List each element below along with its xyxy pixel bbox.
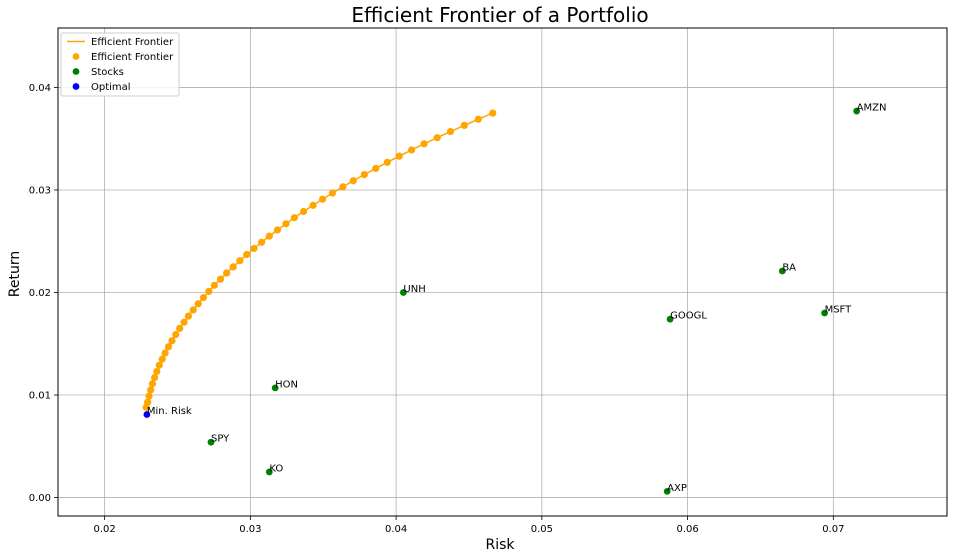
optimal-point <box>143 411 151 418</box>
stock-label: SPY <box>211 434 230 445</box>
stock-label: BA <box>782 262 796 273</box>
x-axis-title: Risk <box>485 537 515 553</box>
frontier-point <box>205 287 213 296</box>
stock-label: KO <box>269 463 283 474</box>
frontier-point <box>474 115 482 123</box>
frontier-point <box>189 306 197 314</box>
stock-point <box>265 468 273 476</box>
stock-label: GOOGL <box>670 311 707 322</box>
frontier-point <box>407 146 416 154</box>
frontier-point <box>328 189 337 197</box>
frontier-point <box>236 257 244 265</box>
frontier-point <box>151 373 159 382</box>
stock-point <box>271 384 279 392</box>
frontier-point <box>318 195 327 203</box>
frontier-point <box>176 324 184 332</box>
frontier-point <box>194 300 202 308</box>
grid <box>58 28 947 516</box>
frontier-line <box>145 112 494 408</box>
frontier-point <box>339 183 347 191</box>
frontier-point <box>250 244 258 253</box>
frontier-point <box>153 367 161 376</box>
y-tick-label: 0.03 <box>29 185 51 196</box>
y-axis-title: Return <box>7 251 23 297</box>
stock-point <box>399 289 407 296</box>
frontier-point <box>420 140 428 148</box>
legend-box <box>60 32 180 97</box>
frontier-point <box>172 330 180 339</box>
stock-point <box>663 487 671 495</box>
y-tick-label: 0.01 <box>29 391 51 402</box>
frontier-point <box>460 121 468 129</box>
frontier-point <box>395 152 403 160</box>
stock-point <box>853 107 861 115</box>
stock-point <box>207 438 215 446</box>
annotations: AMZN BA UNH MSFT GOOGL HON SPY KO AXP Min. Risk <box>147 103 887 494</box>
legend-label: Efficient Frontier <box>91 37 174 48</box>
axis-ticks: 0.02 0.03 0.04 0.05 0.06 0.07 0.00 0.01 0.02 0.03… <box>29 83 845 535</box>
frontier-point <box>282 220 290 228</box>
stock-point <box>778 267 786 275</box>
x-tick-label: 0.03 <box>239 524 261 535</box>
legend-label: Stocks <box>91 67 124 78</box>
frontier-point <box>210 281 218 289</box>
legend-marker-swatch <box>72 53 80 60</box>
frontier-point <box>145 392 153 400</box>
stock-label: HON <box>275 379 298 390</box>
plot-area-frame <box>57 27 948 517</box>
x-tick-label: 0.07 <box>822 524 844 535</box>
frontier-point <box>199 294 208 302</box>
x-tick-label: 0.02 <box>94 524 116 535</box>
frontier-point <box>155 361 163 369</box>
frontier-point <box>180 318 188 326</box>
frontier-point <box>164 343 173 351</box>
y-tick-label: 0.04 <box>29 83 51 94</box>
frontier-point <box>223 269 231 277</box>
frontier-point <box>299 207 308 216</box>
frontier-point <box>383 158 391 166</box>
stock-point <box>821 309 828 317</box>
stock-label: UNH <box>403 284 425 295</box>
frontier-point <box>265 232 273 240</box>
stock-label: AXP <box>667 483 687 494</box>
optimal-label: Min. Risk <box>147 406 192 417</box>
stock-label: AMZN <box>857 103 887 114</box>
frontier-point <box>243 250 251 259</box>
x-tick-label: 0.05 <box>531 524 553 535</box>
x-tick-label: 0.04 <box>385 524 407 535</box>
frontier-point <box>216 275 225 283</box>
legend: Efficient Frontier Efficient Frontier Stoc… <box>60 32 180 97</box>
x-tick-label: 0.06 <box>676 524 698 535</box>
frontier-point <box>184 312 193 320</box>
frontier-point <box>309 201 317 209</box>
frontier-point <box>446 127 455 136</box>
frontier-point <box>372 164 380 173</box>
stock-point <box>666 315 674 323</box>
frontier-point <box>257 238 266 246</box>
frontier-point <box>158 355 166 363</box>
frontier-point <box>489 109 497 117</box>
frontier-point <box>273 226 282 234</box>
frontier-point <box>144 398 152 406</box>
legend-label: Optimal <box>91 82 131 93</box>
frontier-point <box>360 171 368 179</box>
y-tick-label: 0.00 <box>29 493 51 504</box>
legend-marker-swatch <box>72 68 80 75</box>
chart-title: Efficient Frontier of a Portfolio <box>351 3 648 27</box>
frontier-point <box>229 263 237 271</box>
y-tick-label: 0.02 <box>29 288 51 299</box>
stock-label: MSFT <box>825 305 853 316</box>
data-marks <box>142 107 861 495</box>
legend-label: Efficient Frontier <box>91 52 174 63</box>
frontier-point <box>148 380 157 388</box>
frontier-point <box>161 349 169 357</box>
legend-marker-swatch <box>72 83 80 90</box>
frontier-point <box>168 337 176 345</box>
frontier-point <box>147 386 155 394</box>
frontier-point <box>290 214 298 222</box>
frontier-point <box>349 177 357 185</box>
frontier-point <box>433 134 441 142</box>
